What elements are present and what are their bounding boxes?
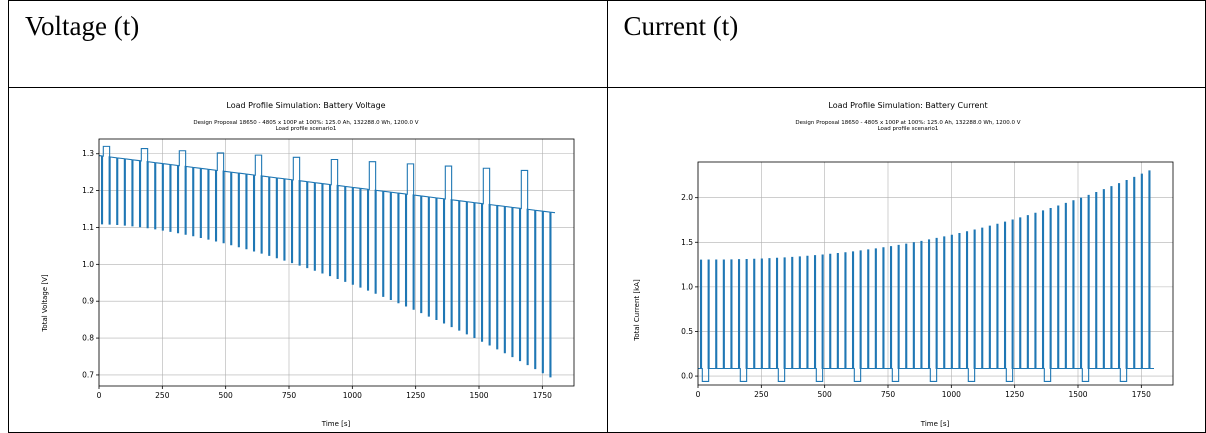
chart-subtitle-line-1: Design Proposal 18650 - 4805 x 100P at 1… (795, 120, 1020, 126)
x-tick-label: 0 (97, 391, 102, 400)
x-tick-label: 1750 (533, 391, 552, 400)
chart-title: Load Profile Simulation: Battery Current (828, 101, 987, 110)
x-tick-label: 750 (282, 391, 297, 400)
x-tick-label: 500 (817, 390, 832, 399)
x-tick-label: 1500 (469, 391, 488, 400)
x-tick-label: 1000 (343, 391, 362, 400)
voltage-chart: Load Profile Simulation: Battery Voltage… (41, 101, 575, 428)
chart-subtitle-line-2: Load profile scenario1 (877, 126, 938, 132)
plot-frame (98, 138, 575, 387)
plot-frame (697, 161, 1173, 386)
header-cell-voltage: Voltage (t) (8, 0, 608, 88)
x-tick-label: 1750 (1131, 390, 1150, 399)
y-tick-label: 1.1 (82, 223, 94, 232)
y-tick-label: 1.2 (82, 186, 94, 195)
x-tick-label: 250 (754, 390, 769, 399)
x-tick-label: 1000 (941, 390, 960, 399)
y-tick-label: 1.0 (681, 282, 693, 291)
y-tick-label: 1.3 (82, 149, 94, 158)
figure-cell-voltage: Load Profile Simulation: Battery Voltage… (8, 87, 608, 433)
y-tick-label: 1.5 (681, 238, 693, 247)
y-tick-label: 0.7 (82, 370, 94, 379)
y-tick-label: 0.0 (681, 372, 693, 381)
y-tick-label: 1.0 (82, 260, 94, 269)
series-line (98, 145, 556, 378)
chart-title: Load Profile Simulation: Battery Voltage (226, 101, 385, 110)
x-axis-label: Time [s] (321, 420, 351, 428)
figure-cell-current: Load Profile Simulation: Battery Current… (606, 87, 1206, 433)
x-tick-label: 1500 (1068, 390, 1087, 399)
x-tick-label: 750 (880, 390, 895, 399)
x-tick-label: 1250 (406, 391, 425, 400)
x-tick-label: 250 (155, 391, 170, 400)
y-tick-label: 2.0 (681, 193, 693, 202)
header-current: Current (t) (623, 11, 739, 41)
x-tick-label: 1250 (1005, 390, 1024, 399)
y-tick-label: 0.5 (681, 327, 693, 336)
header-voltage: Voltage (t) (25, 11, 140, 41)
series-line (697, 170, 1154, 382)
x-tick-label: 0 (695, 390, 700, 399)
y-tick-label: 0.8 (82, 334, 94, 343)
x-tick-label: 500 (219, 391, 234, 400)
y-tick-label: 0.9 (82, 297, 94, 306)
chart-subtitle-line-1: Design Proposal 18650 - 4805 x 100P at 1… (193, 120, 418, 126)
chart-subtitle-line-2: Load profile scenario1 (276, 126, 337, 132)
x-axis-label: Time [s] (919, 420, 949, 428)
document-table: Voltage (t) Current (t) Load Profile Sim… (8, 0, 1206, 433)
y-axis-label: Total Current [kA] (633, 279, 641, 342)
y-axis-label: Total Voltage [V] (41, 274, 49, 333)
current-chart: Load Profile Simulation: Battery Current… (633, 101, 1173, 428)
header-cell-current: Current (t) (606, 0, 1206, 88)
